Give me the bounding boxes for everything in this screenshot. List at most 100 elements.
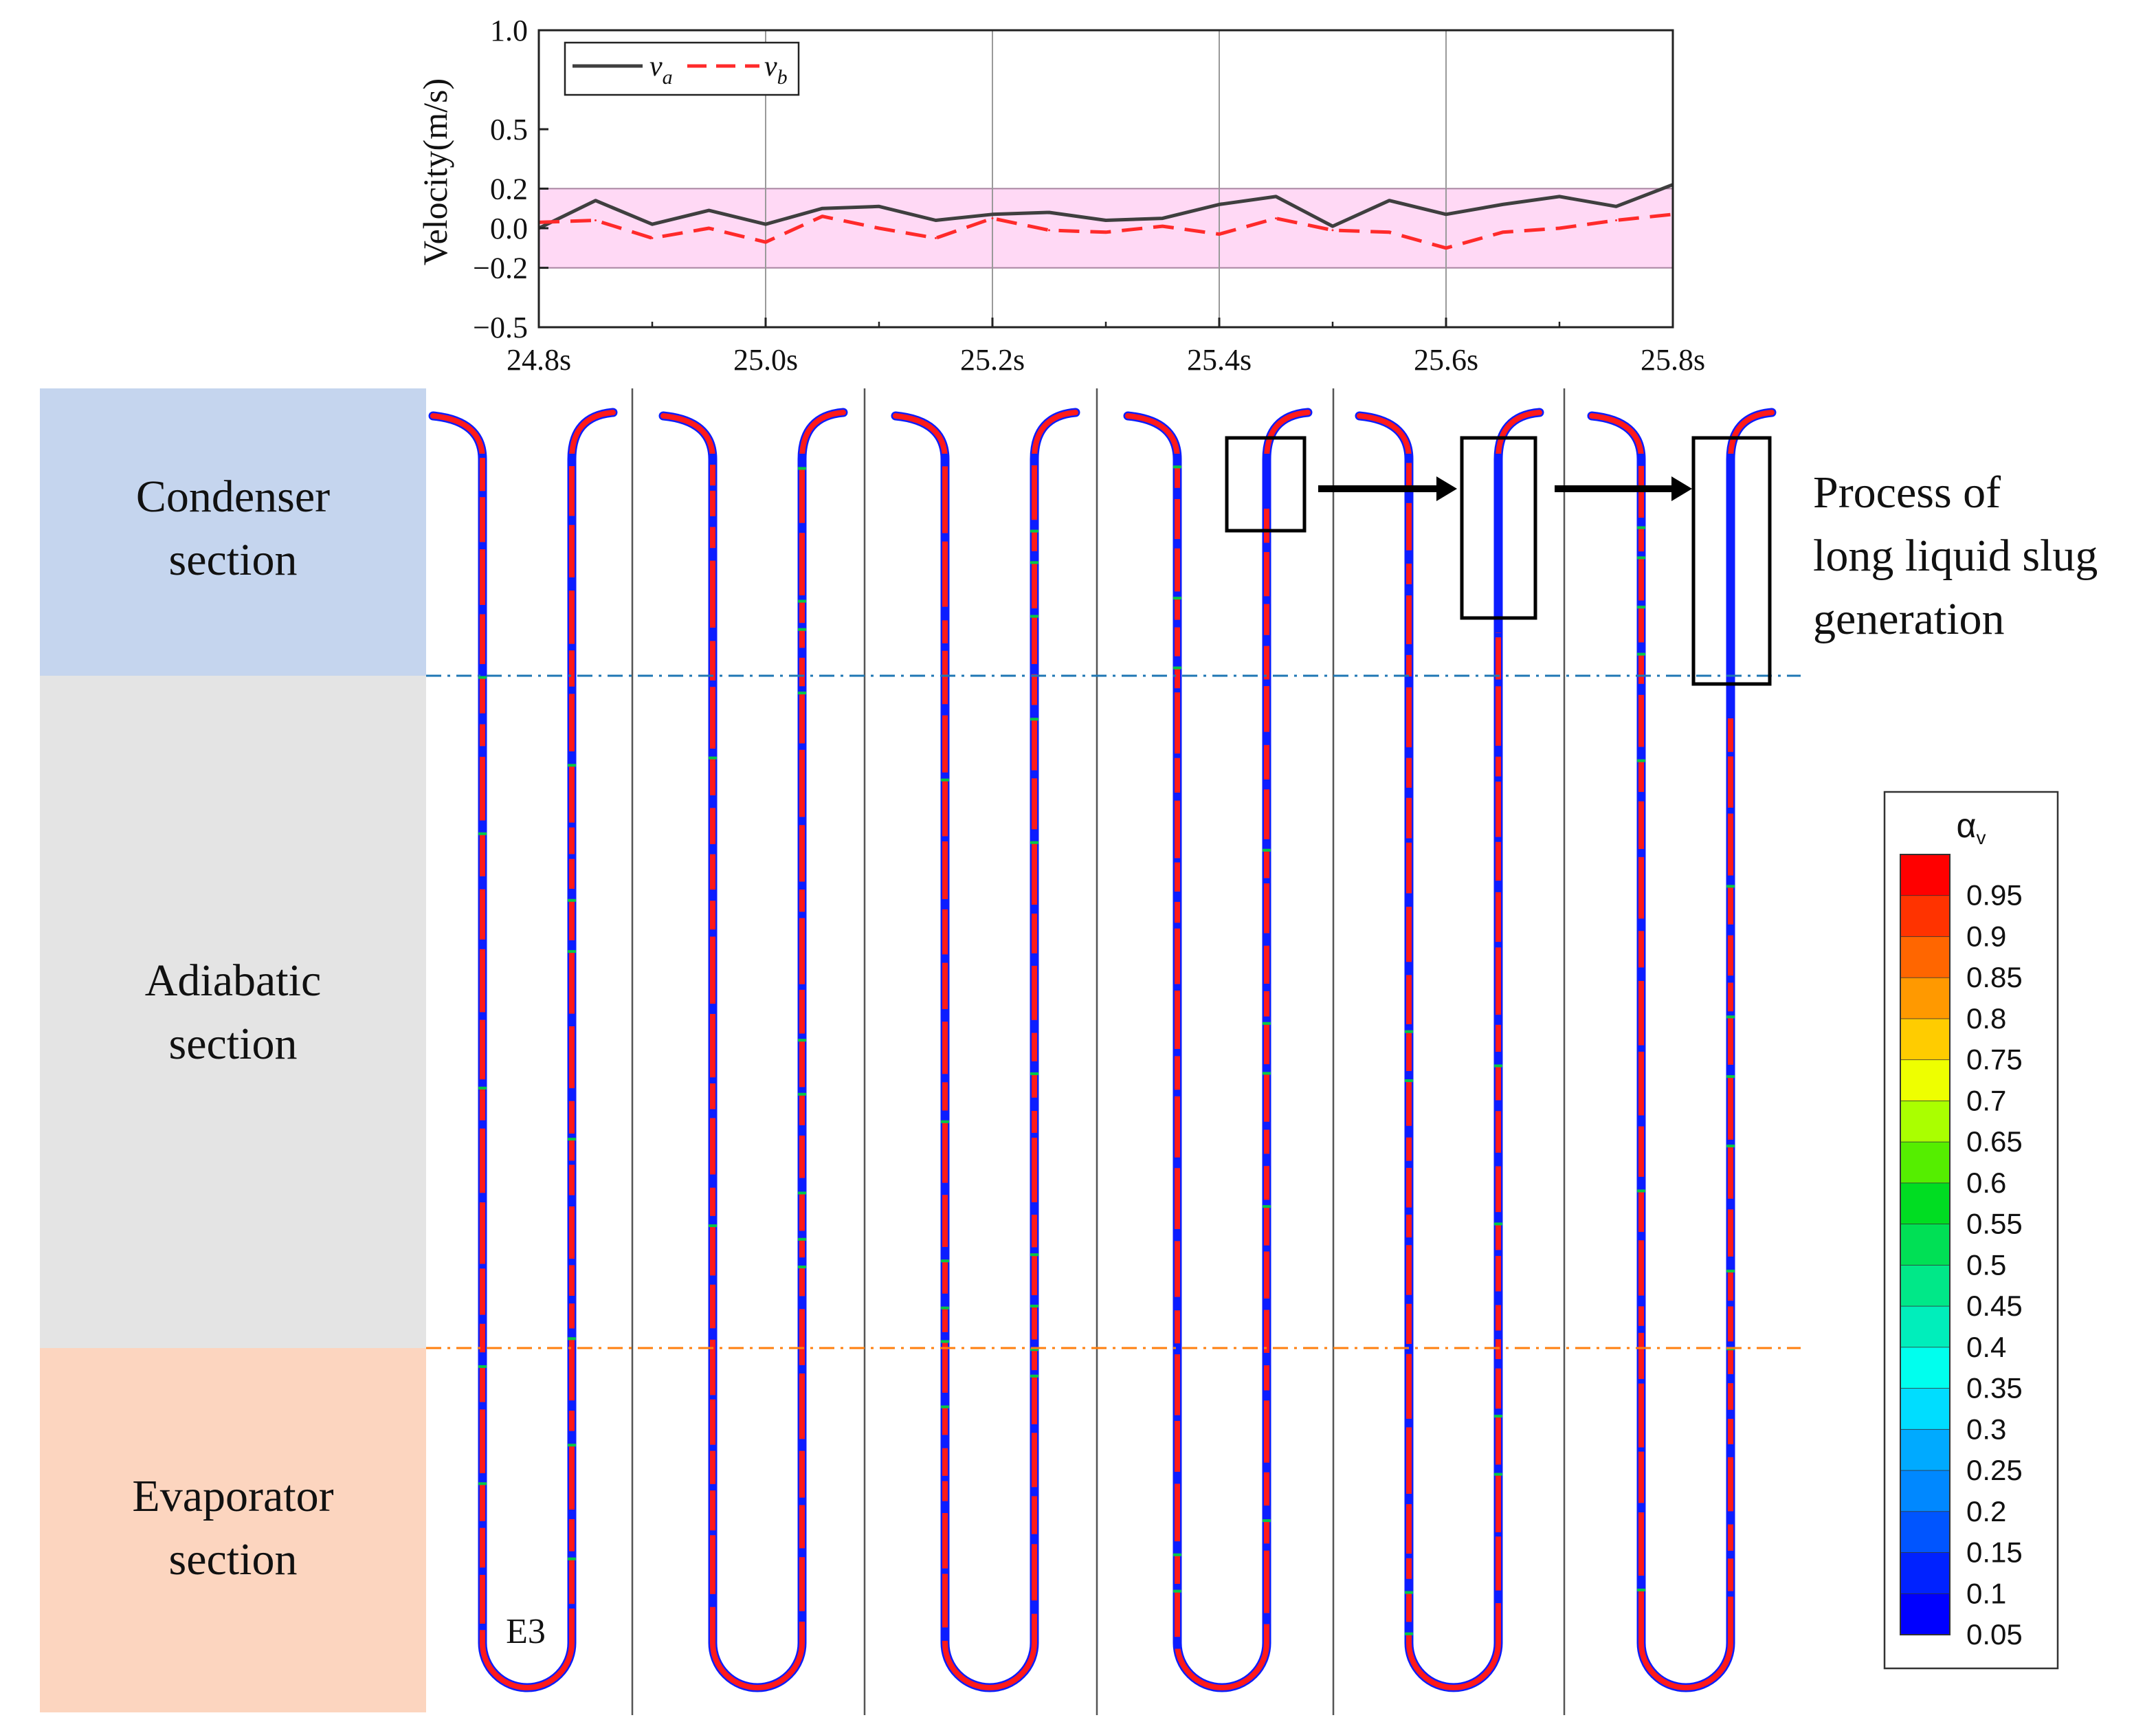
liquid-slug [568, 1133, 576, 1138]
colorbar-label: 0.35 [1966, 1372, 2023, 1404]
liquid-slug [1405, 584, 1413, 596]
liquid-slug [1405, 1578, 1413, 1591]
data-point-va [821, 207, 823, 210]
liquid-slug [1405, 747, 1413, 758]
liquid-slug [1405, 1494, 1413, 1505]
colorbar-swatch [1900, 1018, 1951, 1061]
data-point-va [651, 223, 654, 225]
liquid-slug [1494, 1464, 1502, 1473]
liquid-slug [1263, 542, 1271, 553]
slug-interface [1030, 1253, 1038, 1257]
liquid-slug [1494, 881, 1502, 892]
slug-interface [1173, 1589, 1181, 1593]
liquid-slug [568, 940, 576, 951]
slug-interface [798, 1092, 806, 1096]
slug-interface [478, 676, 487, 679]
long-liquid-slug [1726, 454, 1735, 718]
liquid-slug [568, 1510, 576, 1519]
slug-interface [1173, 465, 1181, 469]
liquid-slug [941, 704, 949, 716]
liquid-slug [1030, 705, 1038, 718]
colorbar-label: 0.7 [1966, 1084, 2006, 1116]
slug-interface [1405, 1591, 1413, 1594]
liquid-slug [568, 1551, 576, 1558]
liquid-slug [1726, 1011, 1735, 1016]
colorbar-swatch [1900, 1101, 1951, 1143]
slug-interface [1637, 652, 1645, 656]
liquid-slug [1405, 454, 1413, 463]
slug-interface [1405, 1632, 1413, 1635]
liquid-slug [478, 1314, 487, 1324]
liquid-slug [1726, 975, 1735, 983]
liquid-slug [568, 686, 576, 694]
slug-interface [1173, 597, 1181, 600]
liquid-slug [1030, 1487, 1038, 1497]
slug-interface [1637, 759, 1645, 762]
liquid-slug [1637, 1232, 1645, 1241]
liquid-slug [798, 912, 806, 918]
liquid-slug [941, 954, 949, 963]
liquid-slug [709, 1004, 717, 1014]
colorbar-label: 0.9 [1966, 920, 2006, 952]
liquid-slug [1405, 491, 1413, 503]
slug-interface [1173, 666, 1181, 670]
liquid-slug [1173, 1157, 1181, 1169]
liquid-slug [1726, 1373, 1735, 1384]
liquid-slug [1030, 1247, 1038, 1254]
liquid-slug [798, 648, 806, 658]
colorbar-label: 0.75 [1966, 1044, 2023, 1076]
slug-interface [798, 628, 806, 631]
tube-snapshots [428, 408, 1777, 1692]
liquid-slug [568, 751, 576, 764]
evaporator-panel [40, 1348, 426, 1712]
colorbar-swatch [1900, 1511, 1951, 1554]
liquid-slug [798, 743, 806, 750]
liquid-slug [478, 1473, 487, 1483]
liquid-slug [1494, 1015, 1502, 1025]
liquid-slug [1494, 745, 1502, 757]
liquid-slug [1030, 551, 1038, 562]
condenser-panel [40, 388, 426, 676]
liquid-slug [798, 1439, 806, 1451]
liquid-slug [568, 516, 576, 525]
liquid-slug [1263, 1200, 1271, 1206]
y-tick-label: −0.2 [473, 252, 528, 285]
slug-interface [478, 832, 487, 835]
slug-interface [1263, 1519, 1271, 1523]
liquid-slug [941, 1627, 949, 1641]
liquid-slug [1263, 779, 1271, 790]
liquid-slug [709, 680, 717, 687]
liquid-slug [1173, 1090, 1181, 1096]
liquid-slug [1637, 849, 1645, 857]
liquid-slug [798, 881, 806, 890]
liquid-slug [1405, 1160, 1413, 1168]
slug-interface [1263, 1072, 1271, 1075]
liquid-slug [1405, 1125, 1413, 1138]
data-point-va [1048, 211, 1050, 214]
liquid-slug [709, 1444, 717, 1451]
data-point-vb [1331, 229, 1334, 232]
tube-vapor [430, 410, 616, 1690]
liquid-slug [568, 1604, 576, 1609]
slug-interface [1494, 1222, 1502, 1226]
liquid-slug [1637, 967, 1645, 982]
liquid-slug [709, 1109, 717, 1118]
slug-interface [941, 1340, 949, 1343]
evaporator-label-line1: Evaporator [132, 1471, 333, 1521]
liquid-slug [941, 643, 949, 651]
liquid-slug [1726, 924, 1735, 936]
data-point-vb [1048, 229, 1050, 232]
liquid-slug [1030, 1132, 1038, 1138]
y-tick-label: 1.0 [490, 14, 528, 47]
slug-interface [1726, 885, 1735, 888]
liquid-slug [1263, 983, 1271, 991]
colorbar-swatch [1900, 895, 1951, 938]
slug-interface [709, 1224, 717, 1228]
slug-interface [568, 1557, 576, 1560]
liquid-slug [1637, 518, 1645, 527]
long-liquid-slug [1263, 454, 1271, 509]
liquid-slug [709, 1395, 717, 1400]
liquid-slug [1405, 1070, 1413, 1080]
liquid-slug [568, 1431, 576, 1444]
liquid-slug [568, 1013, 576, 1027]
